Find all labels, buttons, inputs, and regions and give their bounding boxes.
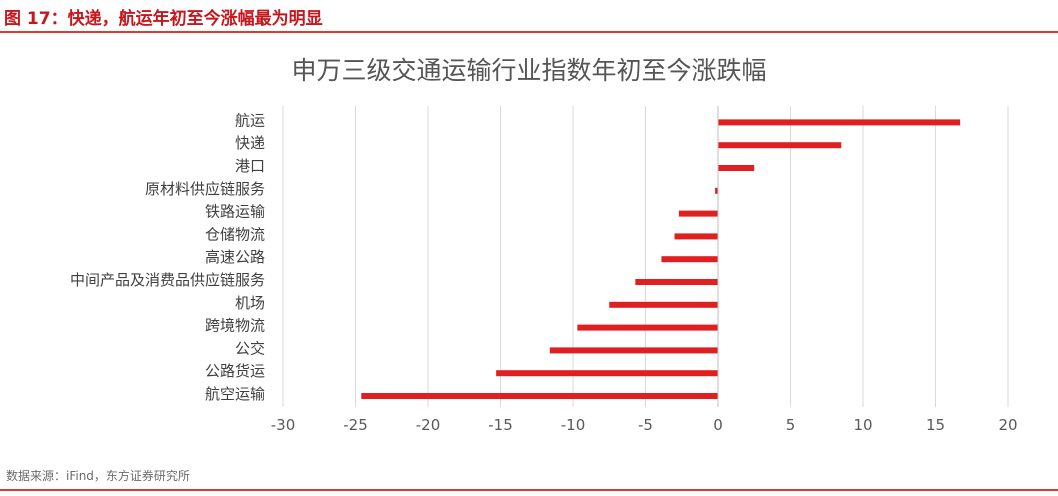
bar <box>635 279 718 285</box>
category-label: 跨境物流 <box>205 317 265 335</box>
category-label: 机场 <box>235 294 265 312</box>
category-label: 港口 <box>235 157 265 175</box>
x-tick-label: 10 <box>853 416 872 434</box>
category-label: 航运 <box>235 111 265 129</box>
x-tick-label: -5 <box>638 416 653 434</box>
category-label: 快递 <box>235 134 265 152</box>
category-label: 公交 <box>235 339 265 357</box>
bar <box>715 187 718 194</box>
bar-chart: 申万三级交通运输行业指数年初至今涨跌幅 -30 -25 -20 -15 -10 -5 0 5 1… <box>70 56 1018 434</box>
category-label: 中间产品及消费品供应链服务 <box>70 271 265 289</box>
category-label: 高速公路 <box>205 248 265 266</box>
x-tick-label: 15 <box>926 416 945 434</box>
bar <box>678 210 718 217</box>
category-label: 仓储物流 <box>205 225 265 243</box>
category-label: 公路货运 <box>205 362 265 380</box>
bar <box>674 233 718 240</box>
bar <box>661 256 718 263</box>
source-note: 数据来源：iFind，东方证券研究所 <box>6 469 190 483</box>
gridlines <box>282 106 1009 407</box>
category-label: 航空运输 <box>205 385 265 403</box>
category-label: 铁路运输 <box>205 203 265 221</box>
bar <box>496 370 718 377</box>
bar <box>577 324 718 331</box>
bar <box>549 347 718 354</box>
bar <box>609 301 718 308</box>
chart-title: 申万三级交通运输行业指数年初至今涨跌幅 <box>291 56 766 85</box>
x-tick-label: 5 <box>786 416 796 434</box>
x-tick-label: -30 <box>271 416 296 434</box>
header-rule <box>0 31 1058 33</box>
x-tick-label: 20 <box>998 416 1017 434</box>
footer-rule <box>0 489 1058 491</box>
category-label: 原材料供应链服务 <box>145 180 265 198</box>
figure-caption: 图 17：快递，航运年初至今涨幅最为明显 <box>4 9 323 29</box>
x-tick-label: 0 <box>713 416 723 434</box>
x-tick-label: -15 <box>488 416 513 434</box>
x-tick-label: -10 <box>561 416 586 434</box>
x-tick-label: -20 <box>416 416 441 434</box>
bar <box>718 165 755 171</box>
bars <box>361 119 961 399</box>
axes: -30 -25 -20 -15 -10 -5 0 5 10 15 20 航运快递港口原材料供应链服务铁… <box>70 106 1018 434</box>
x-tick-label: -25 <box>343 416 368 434</box>
bar <box>718 119 961 126</box>
bar <box>361 393 718 399</box>
bar <box>718 142 842 149</box>
